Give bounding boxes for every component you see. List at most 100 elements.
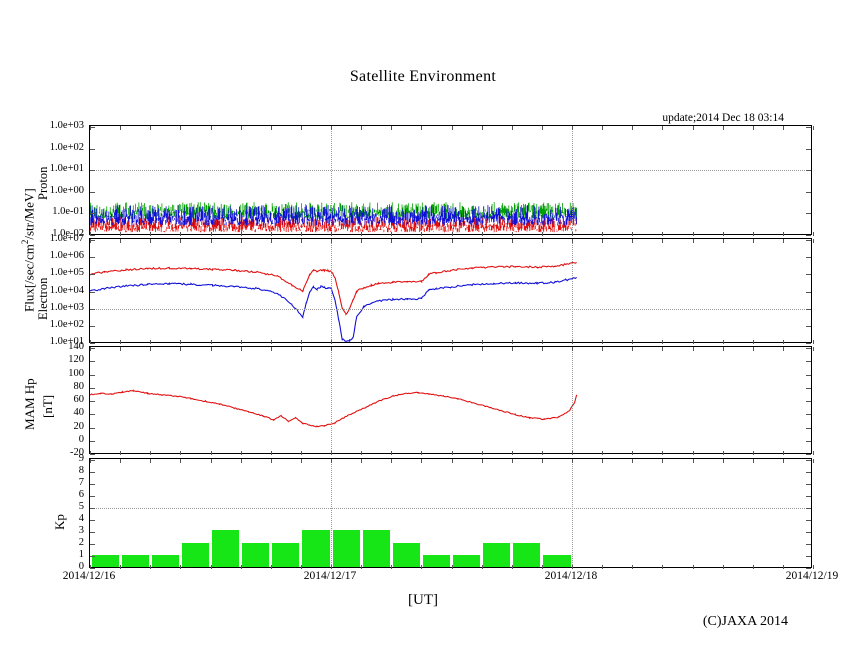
mam-series-svg bbox=[90, 389, 578, 428]
x-tick-mark bbox=[782, 239, 784, 243]
x-tick-mark bbox=[421, 239, 423, 243]
x-tick-mark bbox=[662, 451, 664, 455]
x-tick-mark bbox=[662, 126, 664, 130]
x-tick-mark bbox=[391, 347, 393, 351]
x-tick-mark bbox=[150, 451, 152, 455]
x-tick-mark bbox=[662, 347, 664, 351]
x-tick-mark bbox=[752, 459, 754, 463]
x-tick-mark bbox=[270, 459, 272, 463]
panel-kp bbox=[89, 458, 814, 569]
kp-bar bbox=[422, 554, 450, 567]
x-tick-mark bbox=[813, 126, 814, 130]
x-tick-mark bbox=[120, 126, 122, 130]
x-tick-mark bbox=[692, 347, 694, 351]
x-tick-mark bbox=[180, 126, 182, 130]
x-tick-mark bbox=[90, 565, 91, 569]
copyright-notice: (C)JAXA 2014 bbox=[702, 614, 788, 629]
x-tick-mark bbox=[120, 565, 122, 569]
x-tick-mark bbox=[180, 340, 182, 344]
x-tick-label: 2014/12/17 bbox=[303, 570, 357, 582]
x-tick-mark bbox=[602, 239, 604, 243]
x-tick-mark bbox=[632, 126, 634, 130]
x-tick-mark bbox=[722, 239, 724, 243]
x-tick-mark bbox=[813, 565, 814, 569]
x-tick-mark bbox=[391, 239, 393, 243]
y-tick-label: 1.0e+05 bbox=[49, 267, 84, 279]
x-tick-mark bbox=[421, 340, 423, 344]
y-tick-label: 9 bbox=[78, 452, 84, 464]
x-tick-mark bbox=[150, 239, 152, 243]
x-tick-mark bbox=[602, 340, 604, 344]
x-tick-mark bbox=[421, 347, 423, 351]
x-tick-mark bbox=[391, 340, 393, 344]
proton-noise-band bbox=[90, 205, 577, 226]
x-tick-mark bbox=[572, 126, 573, 130]
y-tick-label: 1.0e-01 bbox=[52, 206, 84, 218]
y-tick-label: 0 bbox=[78, 560, 84, 572]
x-tick-mark bbox=[451, 126, 453, 130]
kp-bar bbox=[543, 554, 571, 567]
x-tick-mark bbox=[331, 459, 332, 463]
x-tick-mark bbox=[421, 126, 423, 130]
x-tick-mark bbox=[270, 347, 272, 351]
y-tick-label: -20 bbox=[70, 446, 84, 458]
day-gridline bbox=[572, 126, 573, 236]
x-tick-mark bbox=[270, 232, 272, 236]
x-tick-mark bbox=[752, 126, 754, 130]
y-tick-label: 4 bbox=[78, 512, 84, 524]
x-tick-mark bbox=[602, 232, 604, 236]
x-tick-mark bbox=[481, 239, 483, 243]
x-tick-mark bbox=[572, 459, 573, 463]
x-tick-mark bbox=[692, 232, 694, 236]
x-tick-mark bbox=[602, 126, 604, 130]
x-tick-mark bbox=[782, 565, 784, 569]
x-tick-mark bbox=[120, 340, 122, 344]
x-tick-mark bbox=[752, 340, 754, 344]
x-tick-mark bbox=[481, 565, 483, 569]
x-tick-mark bbox=[602, 459, 604, 463]
y-tick-label: 40 bbox=[73, 407, 85, 418]
y-tick-label: 100 bbox=[68, 367, 84, 379]
y-tick-label: 5 bbox=[78, 500, 84, 512]
x-tick-mark bbox=[541, 232, 543, 236]
x-tick-mark bbox=[150, 232, 152, 236]
y-tick-label: 80 bbox=[73, 380, 85, 392]
x-tick-mark bbox=[813, 340, 814, 344]
x-tick-mark bbox=[722, 232, 724, 236]
y-tick-label: 1.0e+01 bbox=[49, 162, 84, 174]
x-tick-mark bbox=[331, 239, 332, 243]
x-tick-mark bbox=[541, 239, 543, 243]
x-tick-mark bbox=[451, 347, 453, 351]
x-tick-mark bbox=[782, 126, 784, 130]
x-tick-mark bbox=[481, 347, 483, 351]
x-tick-mark bbox=[541, 459, 543, 463]
x-tick-mark bbox=[300, 459, 302, 463]
kp-bar bbox=[212, 530, 240, 567]
x-tick-mark bbox=[361, 347, 363, 351]
x-tick-mark bbox=[782, 340, 784, 344]
x-tick-mark bbox=[752, 451, 754, 455]
x-tick-mark bbox=[150, 340, 152, 344]
x-tick-mark bbox=[782, 347, 784, 351]
x-tick-mark bbox=[511, 451, 513, 455]
x-tick-mark bbox=[391, 459, 393, 463]
day-gridline bbox=[331, 239, 332, 344]
electron-high-line bbox=[90, 261, 577, 316]
x-tick-mark bbox=[662, 459, 664, 463]
x-tick-mark bbox=[120, 239, 122, 243]
x-tick-mark bbox=[511, 565, 513, 569]
electron-low-line bbox=[90, 277, 577, 342]
y-tick-label: 2 bbox=[78, 536, 84, 548]
x-tick-mark bbox=[662, 565, 664, 569]
x-tick-mark bbox=[240, 459, 242, 463]
x-tick-mark bbox=[331, 340, 332, 344]
x-tick-mark bbox=[662, 232, 664, 236]
day-gridline bbox=[331, 459, 332, 569]
x-tick-mark bbox=[602, 451, 604, 455]
x-tick-mark bbox=[632, 239, 634, 243]
kp-bar bbox=[513, 542, 541, 567]
y-tick-label: 1.0e+00 bbox=[49, 184, 84, 196]
x-tick-mark bbox=[572, 239, 573, 243]
x-tick-mark bbox=[300, 340, 302, 344]
kp-bar bbox=[483, 542, 511, 567]
